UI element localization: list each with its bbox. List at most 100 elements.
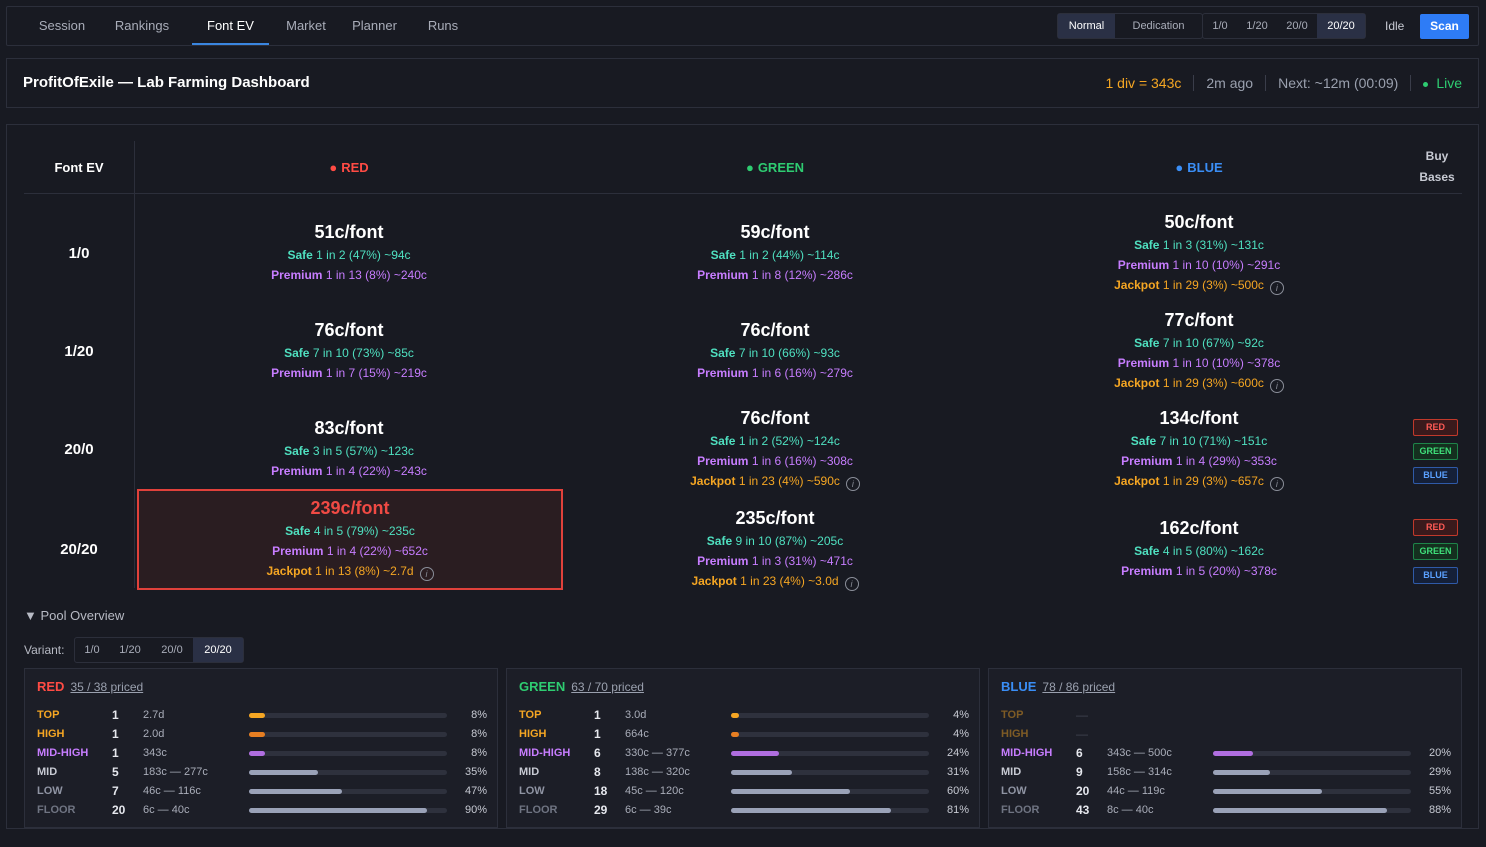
tab-session[interactable]: Session <box>38 18 86 33</box>
tier-percent: 88% <box>1428 804 1451 816</box>
ev-price: 51c/font <box>314 222 384 242</box>
premium-tier-label: Premium <box>697 366 749 380</box>
tier-count: 7 <box>112 784 119 798</box>
ev-cell-blue-20-20: 162c/font Safe 4 in 5 (80%) ~162c Premium … <box>986 515 1412 581</box>
tier-bar-fill <box>731 732 739 737</box>
premium-tier-label: Premium <box>272 544 324 558</box>
variant-toggle: 1/0 1/20 20/0 20/20 <box>1202 13 1366 39</box>
buy-green-bases-button-20-0[interactable]: GREEN <box>1413 443 1458 460</box>
variant-20-0-button[interactable]: 20/0 <box>1286 20 1308 32</box>
tier-name: TOP <box>519 709 542 721</box>
tier-range: 8c — 40c <box>1107 804 1154 816</box>
buy-bases-header-line1: Buy <box>1425 149 1449 163</box>
info-icon[interactable]: i <box>845 477 860 491</box>
safe-line: Safe 1 in 2 (47%) ~94c <box>136 245 562 265</box>
premium-odds: 1 in 7 (15%) ~219c <box>325 366 427 380</box>
tier-percent: 31% <box>946 766 969 778</box>
safe-odds: 9 in 10 (87%) ~205c <box>735 534 844 548</box>
tier-row: MID-HIGH 6 330c — 377c 24% <box>519 744 969 763</box>
pool-variant-toggle: 1/0 1/20 20/0 20/20 <box>74 637 244 663</box>
buy-red-bases-button-20-20[interactable]: RED <box>1413 519 1458 536</box>
ev-cell-green-20-20: 235c/font Safe 9 in 10 (87%) ~205c Premium… <box>562 505 988 591</box>
safe-tier-label: Safe <box>1134 336 1160 350</box>
divider <box>1265 75 1267 91</box>
tier-name: HIGH <box>1001 728 1029 740</box>
page-title: ProfitOfExile — Lab Farming Dashboard <box>23 74 310 91</box>
buy-blue-bases-button-20-20[interactable]: BLUE <box>1413 567 1458 584</box>
variant-1-0-button[interactable]: 1/0 <box>1212 20 1228 32</box>
safe-line: Safe 7 in 10 (73%) ~85c <box>136 343 562 363</box>
tab-runs[interactable]: Runs <box>427 18 459 33</box>
safe-tier-label: Safe <box>710 434 736 448</box>
tab-rankings[interactable]: Rankings <box>114 18 170 33</box>
jackpot-tier-label: Jackpot <box>1114 278 1160 292</box>
tier-percent: 4% <box>953 709 969 721</box>
tier-percent: 90% <box>464 804 487 816</box>
mode-toggle: Normal Dedication <box>1057 13 1203 39</box>
info-icon[interactable]: i <box>1269 477 1284 491</box>
buy-red-bases-button-20-0[interactable]: RED <box>1413 419 1458 436</box>
tier-row: TOP 1 3.0d 4% <box>519 706 969 725</box>
mode-dedication-button[interactable]: Dedication <box>1132 20 1185 32</box>
tier-bar-fill <box>731 751 779 756</box>
mode-normal-button[interactable]: Normal <box>1058 14 1115 38</box>
tab-market[interactable]: Market <box>286 18 326 33</box>
pool-variant-1-0-button[interactable]: 1/0 <box>84 644 100 656</box>
pool-overview-toggle[interactable]: ▼ Pool Overview <box>24 608 125 623</box>
priced-count[interactable]: 78 / 86 priced <box>1042 680 1116 694</box>
tier-name: MID <box>519 766 540 778</box>
tier-bar <box>249 808 447 813</box>
safe-tier-label: Safe <box>284 346 310 360</box>
pool-variant-20-0-button[interactable]: 20/0 <box>161 644 183 656</box>
info-icon[interactable]: i <box>419 567 434 581</box>
tier-range: 330c — 377c <box>625 747 690 759</box>
ev-price: 162c/font <box>1159 518 1239 538</box>
tier-bar-fill <box>1213 751 1253 756</box>
premium-tier-label: Premium <box>271 464 323 478</box>
buy-bases-header-line2: Bases <box>1419 170 1455 184</box>
safe-odds: 1 in 2 (47%) ~94c <box>316 248 411 262</box>
pool-variant-1-20-button[interactable]: 1/20 <box>119 644 141 656</box>
tier-percent: 4% <box>953 728 969 740</box>
priced-count[interactable]: 35 / 38 priced <box>70 680 144 694</box>
column-header-red-label: RED <box>341 159 369 175</box>
tier-range: 343c — 500c <box>1107 747 1172 759</box>
info-icon[interactable]: i <box>844 577 859 591</box>
live-label: Live <box>1436 75 1462 91</box>
variant-1-20-button[interactable]: 1/20 <box>1246 20 1268 32</box>
header-status: 1 div = 343c 2m ago Next: ~12m (00:09) L… <box>1105 75 1462 91</box>
tier-name: LOW <box>1001 785 1027 797</box>
info-icon[interactable]: i <box>1269 281 1284 295</box>
tier-row: MID 9 158c — 314c 29% <box>1001 763 1451 782</box>
safe-line: Safe 7 in 10 (71%) ~151c <box>986 431 1412 451</box>
tier-count: 43 <box>1076 803 1090 817</box>
tier-range: 45c — 120c <box>625 785 684 797</box>
tier-name: FLOOR <box>37 804 76 816</box>
tier-count: 5 <box>112 765 119 779</box>
tab-planner[interactable]: Planner <box>352 18 397 33</box>
column-header-blue: ● BLUE <box>1175 159 1223 175</box>
safe-line: Safe 7 in 10 (66%) ~93c <box>562 343 988 363</box>
tier-bar <box>249 713 447 718</box>
tier-row: FLOOR 29 6c — 39c 81% <box>519 801 969 820</box>
scan-button[interactable]: Scan <box>1420 14 1469 39</box>
jackpot-tier-label: Jackpot <box>266 564 312 578</box>
tier-bar <box>1213 789 1411 794</box>
tier-count: — <box>1076 727 1088 741</box>
premium-line: Premium 1 in 10 (10%) ~291c <box>986 255 1412 275</box>
pool-color-name: BLUE <box>1001 679 1037 694</box>
jackpot-tier-label: Jackpot <box>1114 376 1160 390</box>
buy-blue-bases-button-20-0[interactable]: BLUE <box>1413 467 1458 484</box>
tier-range: 2.0d <box>143 728 165 740</box>
pool-variant-20-20-button[interactable]: 20/20 <box>193 638 243 662</box>
tier-name: TOP <box>37 709 60 721</box>
variant-20-20-button[interactable]: 20/20 <box>1317 14 1365 38</box>
safe-line: Safe 1 in 3 (31%) ~131c <box>986 235 1412 255</box>
priced-count[interactable]: 63 / 70 priced <box>571 680 644 694</box>
safe-odds: 7 in 10 (71%) ~151c <box>1159 434 1268 448</box>
info-icon[interactable]: i <box>1269 379 1284 393</box>
buy-green-bases-button-20-20[interactable]: GREEN <box>1413 543 1458 560</box>
tier-name: FLOOR <box>1001 804 1040 816</box>
tab-font-ev[interactable]: Font EV <box>207 18 254 33</box>
ev-cell-blue-1-0: 50c/font Safe 1 in 3 (31%) ~131c Premium 1… <box>986 209 1412 295</box>
